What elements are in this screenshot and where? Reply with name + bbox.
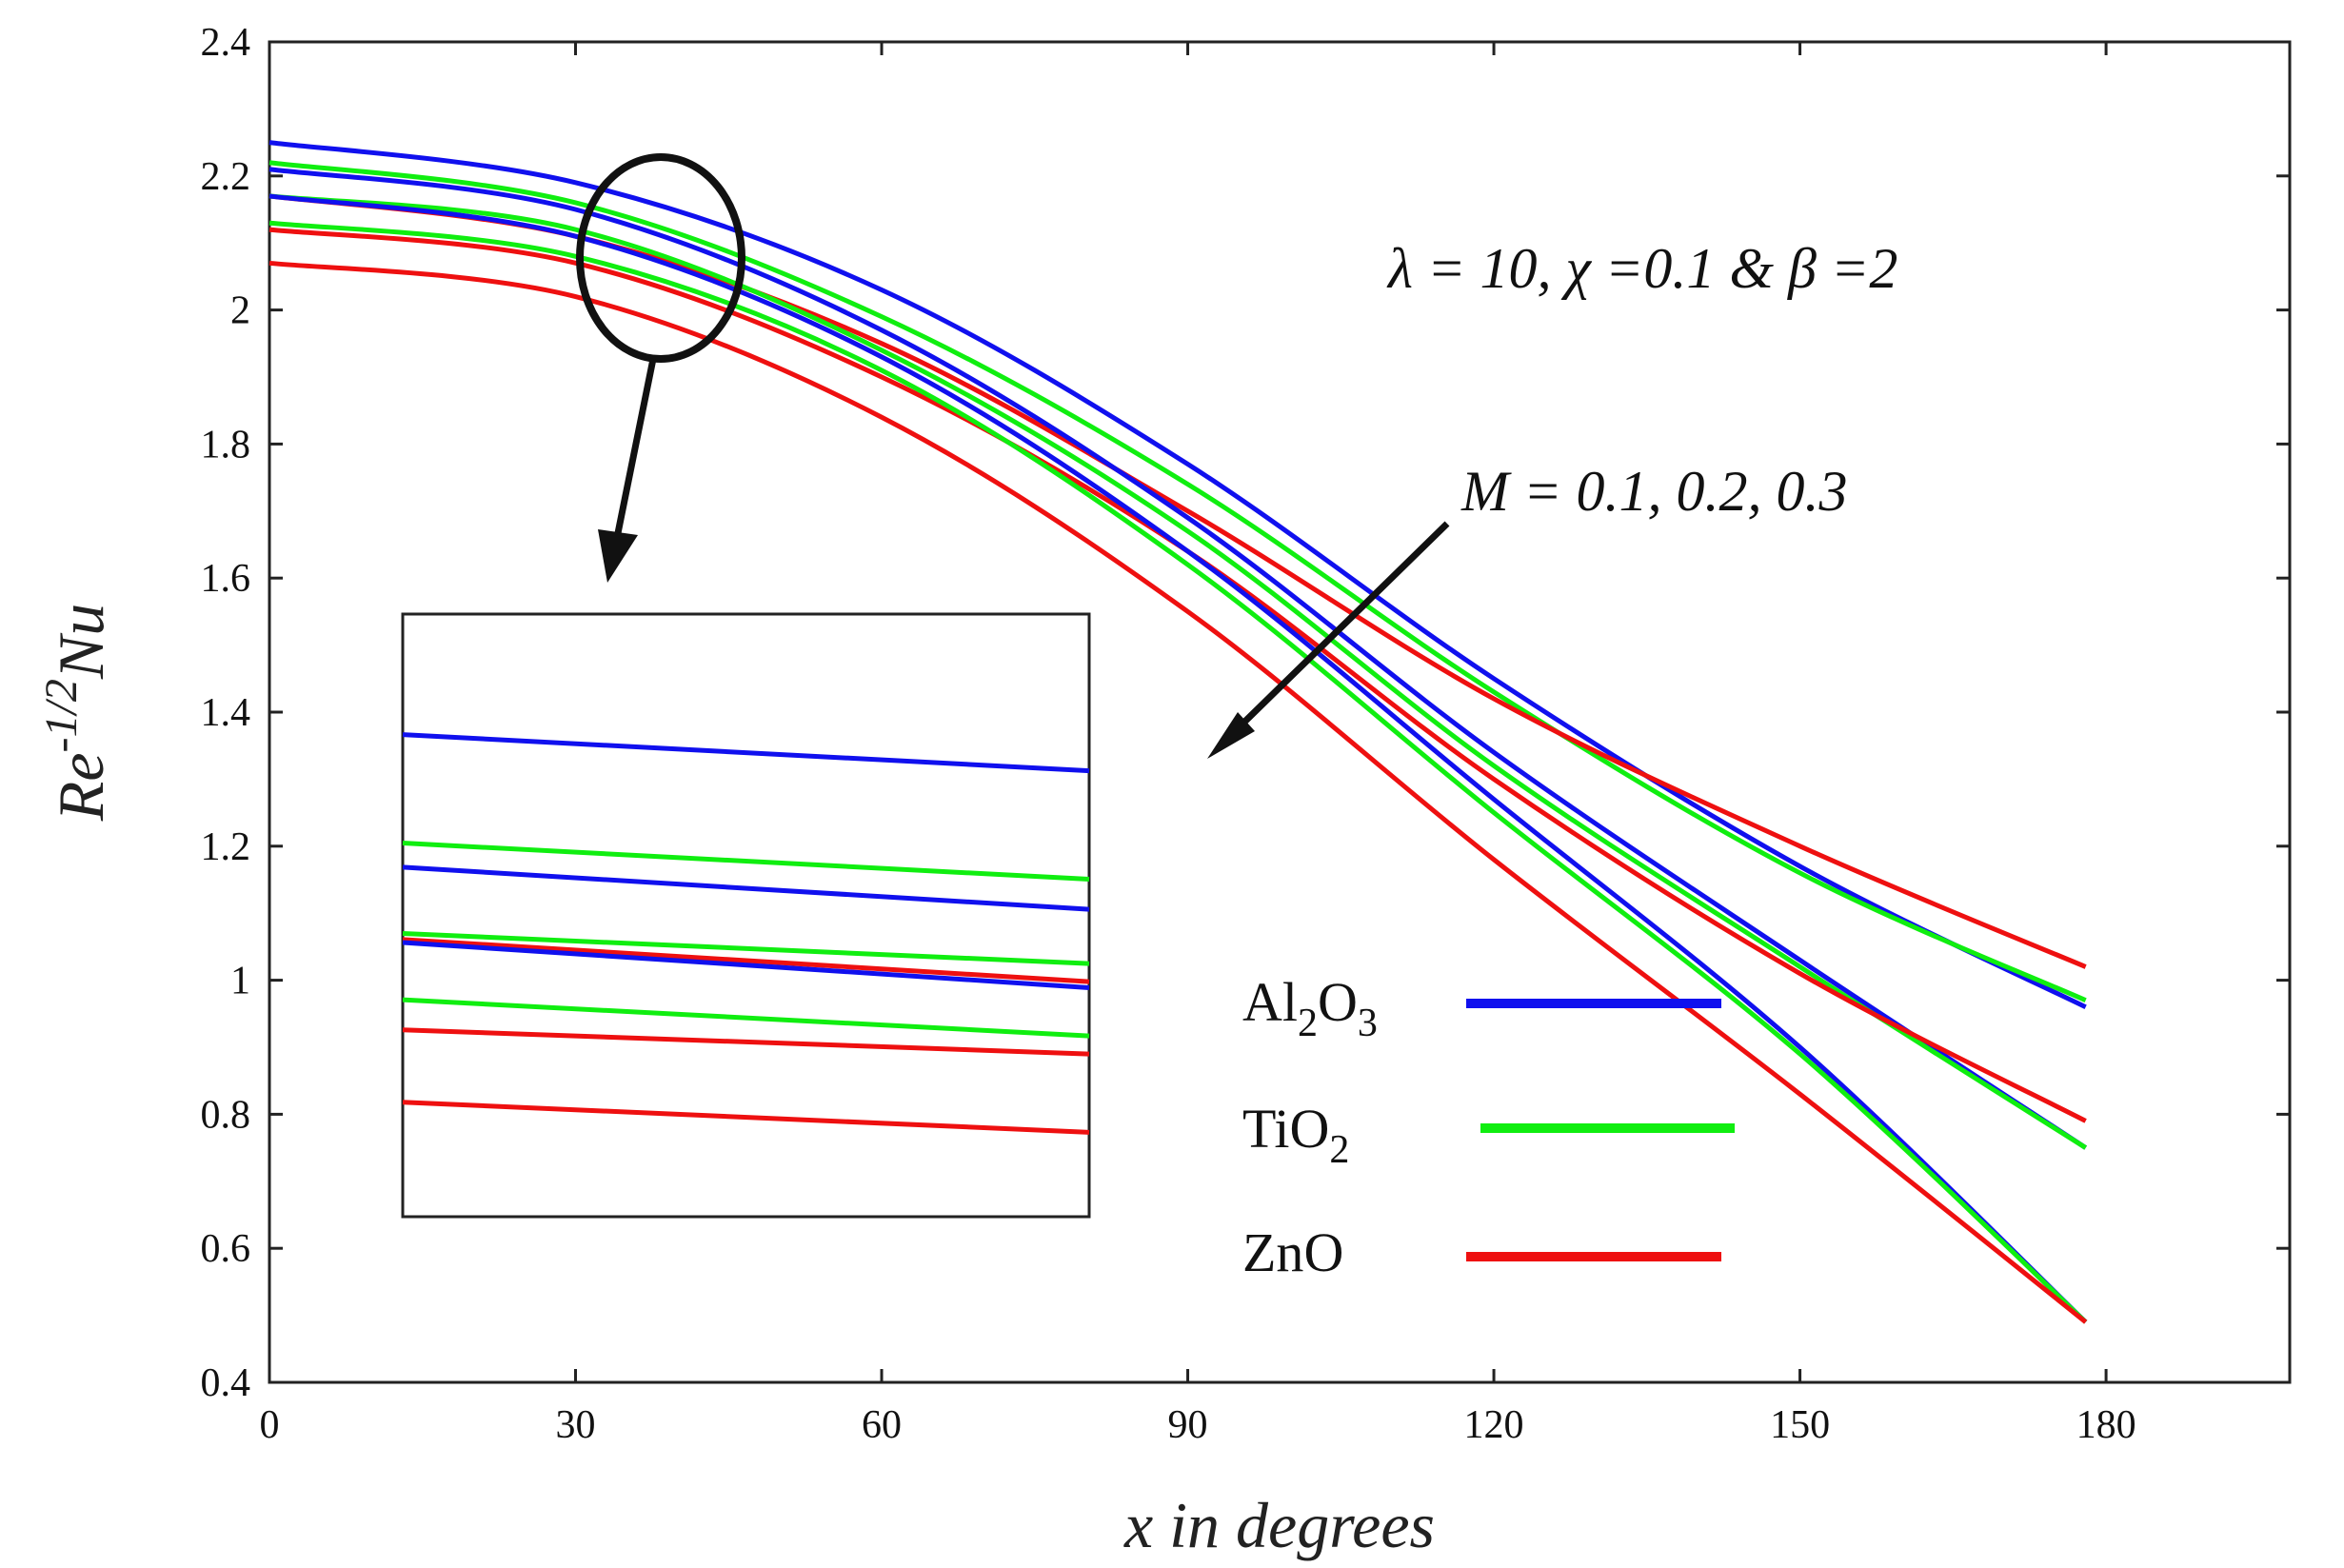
y-tick-label: 0.8	[201, 1093, 251, 1137]
series-line	[268, 160, 2087, 1003]
x-tick-label: 120	[1464, 1403, 1524, 1447]
x-tick-label: 0	[260, 1403, 280, 1447]
legend: Al2O3 TiO2 ZnO	[1242, 971, 1735, 1283]
inset-series-line	[402, 997, 1090, 1039]
x-tick-label: 60	[862, 1403, 902, 1447]
zoom-arrow-line	[613, 358, 657, 539]
y-tick-label: 1.2	[201, 825, 251, 869]
zoom-circle	[576, 153, 745, 363]
y-axis-label: Re-1/2Nu	[36, 604, 117, 822]
inset-series-line	[402, 864, 1090, 912]
series-line	[268, 193, 2087, 1150]
series-line	[268, 260, 2088, 1324]
x-tick-label: 90	[1168, 1403, 1208, 1447]
y-tick-label: 1.8	[201, 423, 251, 466]
y-tick-label: 1.6	[201, 557, 251, 601]
trend-arrow-line	[1225, 521, 1450, 741]
inset-series	[402, 732, 1090, 1135]
zoom-arrow-head	[598, 529, 638, 583]
series-line	[268, 140, 2087, 1010]
inset-series-line	[402, 1027, 1090, 1057]
y-tick-label: 2.4	[201, 21, 251, 65]
legend-label-zno: ZnO	[1242, 1221, 1343, 1283]
trend-arrow-head	[1207, 712, 1255, 759]
y-tick-label: 0.4	[201, 1361, 251, 1405]
inset-series-line	[402, 930, 1090, 966]
trend-annotation: M = 0.1, 0.2, 0.3	[1460, 460, 1847, 523]
x-tick-label: 150	[1770, 1403, 1830, 1447]
x-axis-label: x in degrees	[1123, 1489, 1435, 1561]
x-tick-label: 180	[2076, 1403, 2136, 1447]
y-tick-label: 1	[230, 960, 250, 1003]
inset-series-line	[402, 841, 1090, 883]
inset-series-line	[402, 1100, 1090, 1135]
x-tick-label: 30	[556, 1403, 596, 1447]
legend-label-al2o3: Al2O3	[1242, 971, 1378, 1045]
y-tick-label: 0.6	[201, 1227, 251, 1271]
inset-series-line	[402, 937, 1090, 984]
y-tick-label: 2.2	[201, 155, 251, 199]
parameter-annotation: λ = 10, χ =0.1 & β =2	[1386, 237, 1897, 300]
series-line	[268, 167, 2088, 1150]
inset-series-line	[402, 732, 1090, 774]
legend-label-tio2: TiO2	[1242, 1098, 1349, 1172]
y-tick-label: 1.4	[201, 691, 251, 735]
y-tick-label: 2	[230, 289, 250, 333]
inset-series-line	[402, 940, 1090, 990]
axis-ticks: 0 30 60 90 120 150 180 0.4 0.6 0.8 1 1.2 1.4 1.6 1.8 2 2…	[201, 21, 2290, 1447]
